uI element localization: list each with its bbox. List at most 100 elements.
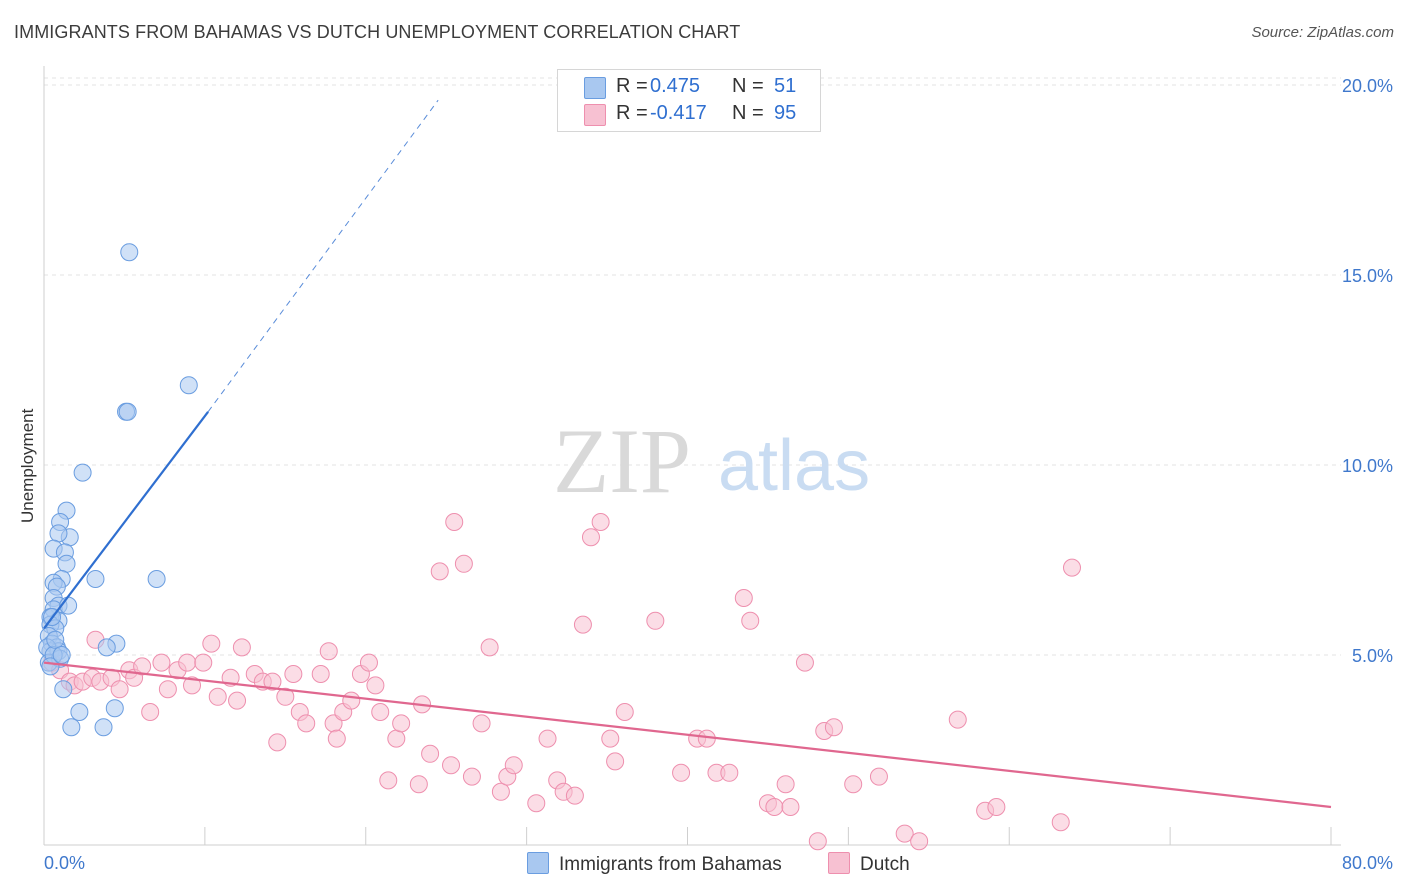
- dutch-point: [824, 718, 843, 737]
- dutch-point: [392, 714, 411, 733]
- dutch-point: [268, 733, 287, 752]
- dutch-points: [43, 513, 1081, 851]
- bahamas-point: [73, 463, 92, 482]
- dutch-point: [379, 771, 398, 790]
- dutch-point: [720, 763, 739, 782]
- dutch-point: [606, 752, 625, 771]
- watermark-atlas: atlas: [718, 426, 870, 506]
- dutch-point: [573, 615, 592, 634]
- dutch-point: [948, 710, 967, 729]
- watermark: ZIP atlas: [553, 410, 870, 512]
- y-tick-label: 5.0%: [1352, 646, 1393, 666]
- y-axis-label: Unemployment: [18, 408, 37, 523]
- bahamas-point: [120, 243, 139, 262]
- dutch-point: [327, 729, 346, 748]
- dutch-point: [565, 786, 584, 805]
- dutch-point: [672, 763, 691, 782]
- bahamas-point: [49, 524, 68, 543]
- bahamas-point: [70, 703, 89, 721]
- dutch-point: [741, 611, 760, 630]
- bahamas-point: [94, 718, 113, 737]
- dutch-point: [615, 703, 634, 721]
- dutch-point: [202, 634, 221, 653]
- dutch-point: [387, 729, 406, 748]
- dutch-point: [409, 775, 428, 794]
- bottom-legend-swatch-blue: [527, 852, 549, 874]
- dutch-point: [910, 832, 929, 851]
- bottom-legend-bahamas: Immigrants from Bahamas: [527, 852, 782, 876]
- legend-n-label: N =: [732, 75, 764, 97]
- dutch-point: [646, 611, 665, 630]
- bottom-legend-swatch-pink: [828, 852, 850, 874]
- dutch-point: [504, 756, 523, 775]
- bahamas-point: [54, 680, 73, 699]
- bottom-legend-label: Dutch: [860, 854, 910, 875]
- bahamas-points: [38, 243, 198, 737]
- bahamas-point: [52, 646, 71, 664]
- dutch-point: [454, 554, 473, 573]
- x-tick-label-max: 80.0%: [1342, 853, 1393, 873]
- dutch-point: [1051, 813, 1070, 832]
- dutch-point: [895, 824, 914, 843]
- legend-swatch-blue: [584, 77, 606, 99]
- correlation-legend: R = 0.475 N = 51 R = -0.417 N = 95: [557, 69, 821, 132]
- legend-n-value: 95: [774, 102, 797, 124]
- dutch-point: [527, 794, 546, 813]
- dutch-point: [445, 513, 464, 531]
- dutch-point: [319, 642, 338, 661]
- dutch-point: [808, 832, 827, 851]
- tick-labels: 5.0% 10.0% 15.0% 20.0% 0.0% 80.0%: [44, 76, 1393, 873]
- dutch-point: [232, 638, 251, 657]
- dutch-point: [178, 653, 197, 672]
- legend-r-label: R =: [616, 75, 648, 97]
- dutch-point: [480, 638, 499, 657]
- legend-n-value: 51: [774, 75, 797, 97]
- legend-r-value: 0.475: [650, 75, 701, 97]
- dutch-point: [1062, 558, 1081, 577]
- watermark-zip: ZIP: [553, 410, 691, 512]
- bahamas-point: [118, 402, 137, 421]
- trend-lines: [43, 99, 1332, 809]
- grid-lines: [44, 77, 1341, 656]
- dutch-point: [183, 676, 202, 695]
- dutch-point: [284, 665, 303, 683]
- bahamas-point: [46, 630, 65, 649]
- y-tick-label: 15.0%: [1342, 266, 1393, 286]
- dutch-point: [581, 528, 600, 547]
- dutch-point: [158, 680, 177, 699]
- y-tick-label: 20.0%: [1342, 76, 1393, 96]
- bahamas-trend-line: [43, 411, 209, 630]
- legend-swatch-pink: [584, 104, 606, 126]
- dutch-point: [366, 676, 385, 695]
- axes: [43, 66, 1341, 846]
- bahamas-point: [105, 699, 124, 718]
- dutch-point: [844, 775, 863, 794]
- bahamas-trend-extension: [207, 99, 439, 413]
- bottom-legend-dutch: Dutch: [828, 852, 910, 876]
- bahamas-point: [97, 638, 116, 657]
- bottom-legend-label: Immigrants from Bahamas: [559, 854, 782, 875]
- dutch-point: [342, 691, 361, 710]
- legend-n-label: N =: [732, 102, 764, 124]
- legend-r-value: -0.417: [650, 102, 707, 124]
- dutch-point: [430, 562, 449, 581]
- bahamas-point: [57, 554, 76, 573]
- dutch-point: [208, 687, 227, 706]
- dutch-point: [152, 653, 171, 672]
- dutch-point: [311, 665, 330, 683]
- dutch-point: [491, 782, 510, 801]
- y-tick-label: 10.0%: [1342, 456, 1393, 476]
- dutch-point: [263, 672, 282, 691]
- bahamas-point: [62, 718, 81, 737]
- dutch-point: [194, 653, 213, 672]
- dutch-point: [110, 680, 129, 699]
- dutch-point: [359, 653, 378, 672]
- dutch-point: [601, 729, 620, 748]
- dutch-point: [987, 798, 1006, 816]
- dutch-point: [538, 729, 557, 748]
- source-label: Source: ZipAtlas.com: [1251, 24, 1394, 41]
- dutch-trend-line: [43, 661, 1332, 809]
- bahamas-point: [179, 376, 198, 395]
- dutch-point: [776, 775, 795, 794]
